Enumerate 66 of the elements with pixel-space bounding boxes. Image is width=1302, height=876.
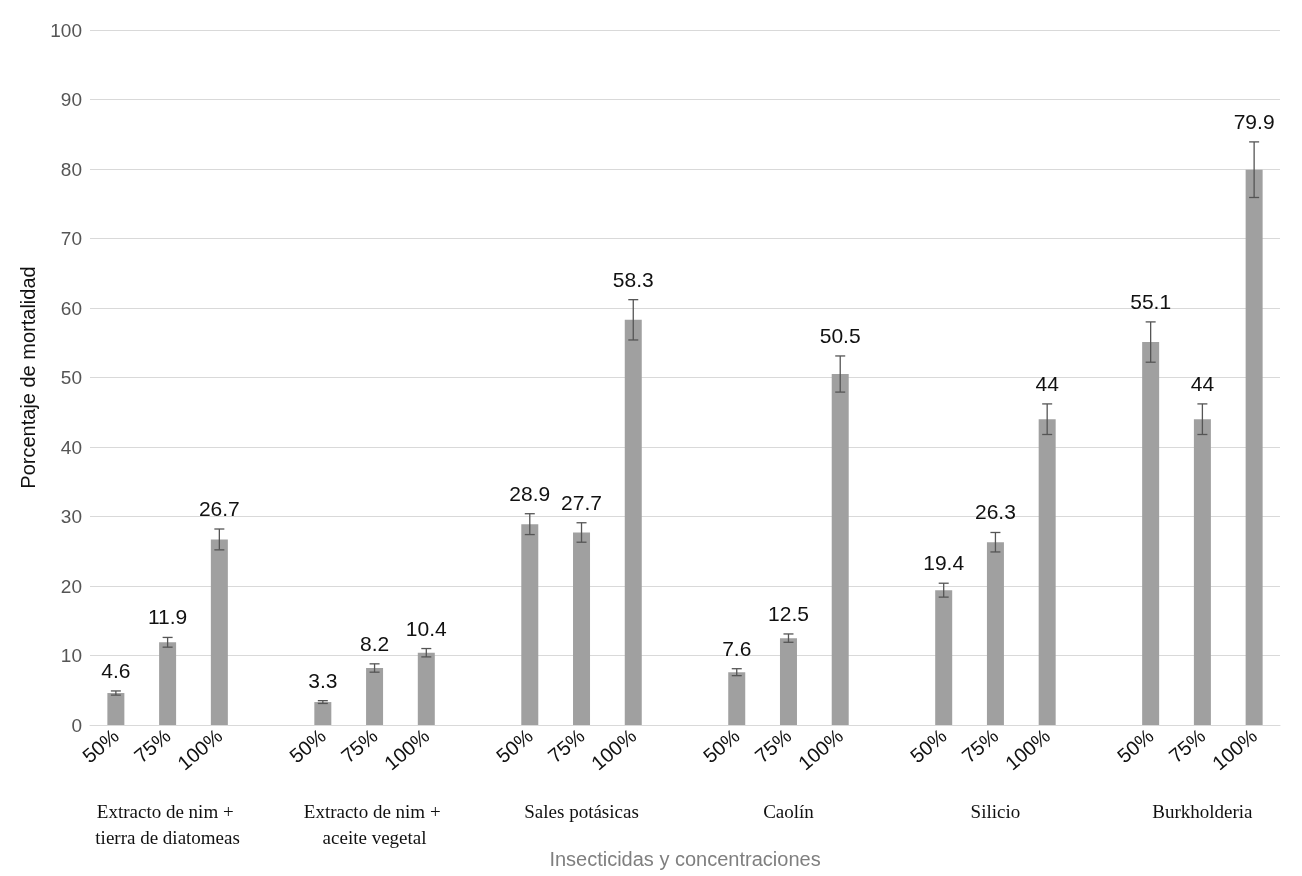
y-tick-label: 50 — [60, 367, 82, 388]
bar — [366, 668, 384, 725]
x-tick-label: 50% — [905, 724, 951, 768]
y-tick-label: 70 — [60, 228, 82, 249]
data-label: 79.9 — [1233, 109, 1275, 133]
bar — [107, 693, 125, 725]
data-label: 4.6 — [101, 658, 131, 682]
bar — [624, 319, 642, 725]
y-tick-label: 60 — [60, 297, 82, 319]
x-tick-label: 50% — [285, 724, 331, 768]
x-tick-label: 75% — [957, 724, 1003, 768]
bar — [831, 374, 849, 725]
data-label: 44 — [1190, 371, 1215, 395]
text: Burkholderia — [1152, 800, 1254, 822]
y-tick-label: 10 — [60, 645, 82, 666]
data-label: 28.9 — [509, 481, 551, 505]
bar — [1142, 342, 1160, 725]
x-tick-label: 50% — [492, 724, 538, 768]
bar — [779, 638, 797, 725]
data-label: 10.4 — [405, 616, 448, 640]
bar — [1245, 169, 1263, 725]
y-tick-label: 100 — [50, 19, 82, 41]
y-tick-label: 30 — [60, 506, 82, 527]
bar — [159, 642, 177, 725]
bar — [1193, 419, 1211, 725]
bar — [210, 539, 228, 725]
text: Silicio — [970, 800, 1021, 822]
bar — [573, 532, 591, 725]
text: Extracto de nim + tierra de diatomeas — [95, 800, 240, 848]
text: Caolín — [763, 800, 815, 822]
y-tick-label: 20 — [60, 575, 82, 597]
y-axis-title: Porcentaje de mortalidad — [17, 266, 39, 489]
y-tick-label: 90 — [60, 89, 82, 110]
x-axis-title: Insecticidas y concentraciones — [549, 848, 821, 870]
data-label: 26.3 — [975, 500, 1016, 524]
x-tick-label: 75% — [336, 724, 382, 768]
x-tick-label: 50% — [699, 724, 744, 768]
y-tick-label: 80 — [60, 158, 82, 180]
bar — [728, 672, 746, 725]
bar — [1038, 419, 1056, 725]
y-tick-label: 0 — [71, 714, 82, 736]
data-label: 11.9 — [147, 605, 188, 629]
data-label: 7.6 — [722, 636, 752, 660]
y-tick-label: 40 — [60, 436, 82, 458]
text: Extracto de nim + aceite vegetal — [303, 800, 446, 848]
data-label: 55.1 — [1130, 289, 1172, 313]
data-label: 44 — [1035, 371, 1060, 395]
x-tick-label: 50% — [1112, 724, 1158, 768]
data-label: 8.2 — [359, 631, 390, 655]
data-label: 3.3 — [308, 668, 338, 692]
data-label: 27.7 — [561, 490, 602, 514]
x-tick-label: 75% — [129, 724, 175, 768]
data-label: 58.3 — [612, 267, 654, 291]
x-tick-label: 75% — [1164, 724, 1210, 768]
data-label: 12.5 — [768, 601, 809, 625]
bar — [521, 524, 539, 725]
x-tick-label: 75% — [543, 724, 589, 768]
bar — [417, 652, 435, 725]
bar — [935, 590, 953, 725]
x-tick-label: 75% — [750, 724, 796, 768]
bar — [314, 702, 332, 725]
data-label: 26.7 — [198, 497, 240, 521]
bar — [986, 542, 1004, 725]
data-label: 50.5 — [819, 323, 861, 347]
data-label: 19.4 — [923, 551, 965, 575]
text: Sales potásicas — [524, 800, 639, 822]
